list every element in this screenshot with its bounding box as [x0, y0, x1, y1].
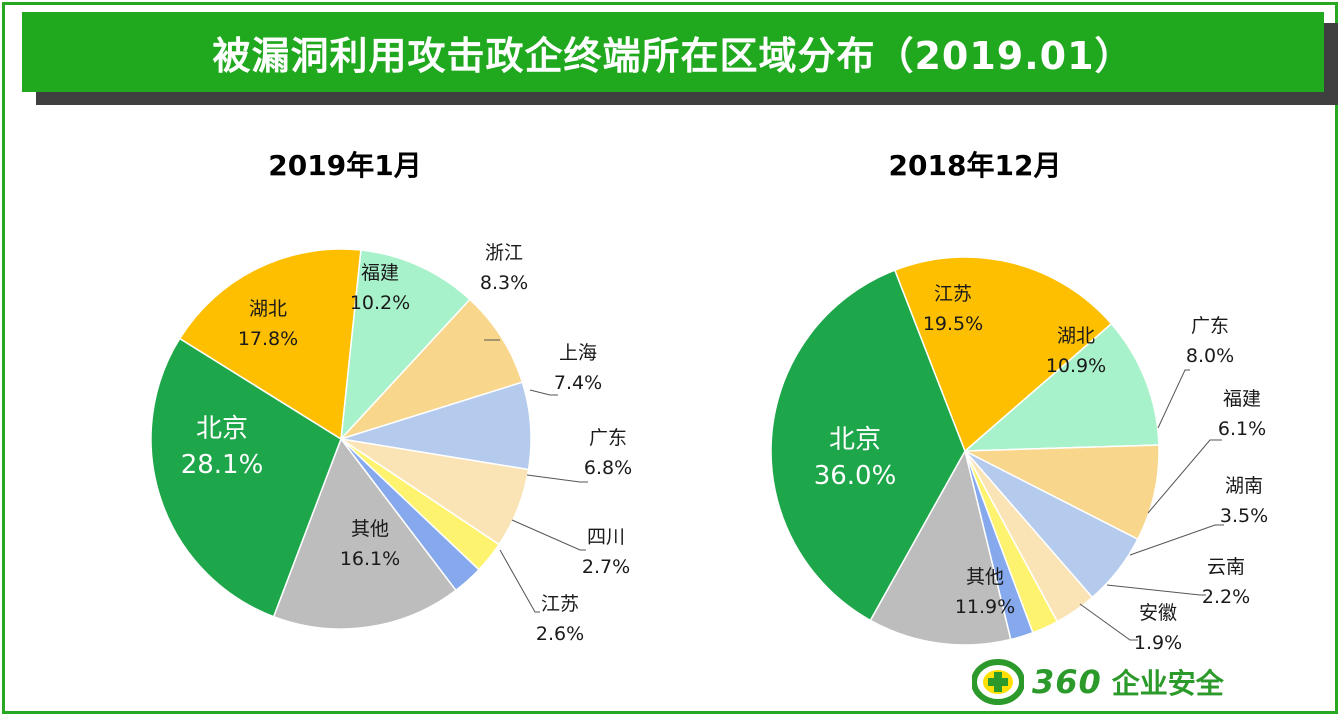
pie-slice — [272, 437, 457, 630]
slice-label: 江苏 — [541, 593, 579, 615]
slice-value: 6.8% — [584, 457, 632, 479]
pie-slice — [178, 248, 362, 441]
logo-number: 360 — [1032, 663, 1102, 701]
slice-label: 其他 — [966, 566, 1004, 588]
leader-line — [529, 389, 558, 396]
slice-label: 福建 — [1223, 388, 1261, 410]
slice-value: 2.6% — [536, 623, 584, 645]
leader-line — [526, 474, 588, 483]
slice-value: 11.9% — [955, 596, 1015, 618]
leader-line — [1079, 603, 1138, 641]
slice-value: 7.4% — [554, 372, 602, 394]
chart-title: 2019年1月 — [268, 149, 421, 182]
logo-360-enterprise-security: 360 企业安全 — [972, 656, 1224, 708]
slice-value: 1.9% — [1134, 632, 1182, 654]
pie-slice — [150, 337, 342, 618]
leader-line — [1129, 524, 1224, 556]
slice-value: 8.0% — [1186, 345, 1234, 367]
slice-label: 其他 — [351, 518, 389, 540]
slice-value: 2.2% — [1202, 586, 1250, 608]
slice-label: 四川 — [587, 526, 625, 548]
pie-slice — [893, 256, 1113, 453]
slice-value: 8.3% — [480, 272, 528, 294]
title-banner: 被漏洞利用攻击政企终端所在区域分布（2019.01） — [22, 12, 1324, 92]
leader-line — [499, 549, 540, 613]
page-title: 被漏洞利用攻击政企终端所在区域分布（2019.01） — [212, 33, 1134, 78]
leader-line — [1157, 369, 1190, 429]
slice-label: 湖南 — [1225, 475, 1263, 497]
pie-slice — [962, 322, 1160, 452]
slice-value: 10.2% — [350, 292, 410, 314]
pie-slice — [338, 298, 524, 441]
slice-value: 28.1% — [181, 450, 264, 480]
slice-label: 北京 — [196, 414, 248, 444]
slice-value: 6.1% — [1218, 418, 1266, 440]
logo-text: 企业安全 — [1111, 667, 1224, 700]
slice-label: 福建 — [361, 262, 399, 284]
slice-value: 17.8% — [238, 328, 298, 350]
slice-value: 10.9% — [1046, 355, 1106, 377]
pie-slice — [770, 269, 966, 622]
slice-label: 安徽 — [1139, 602, 1177, 624]
slice-label: 云南 — [1207, 556, 1245, 578]
slice-value: 3.5% — [1220, 505, 1268, 527]
chart-title: 2018年12月 — [889, 149, 1062, 182]
slice-value: 16.1% — [340, 548, 400, 570]
pie-slice — [340, 249, 471, 442]
slice-label: 上海 — [559, 342, 597, 364]
360-plus-icon — [972, 659, 1024, 705]
slice-label: 广东 — [589, 427, 627, 449]
slice-label: 广东 — [1191, 315, 1229, 337]
leader-line — [511, 519, 586, 551]
leader-line — [1106, 584, 1206, 596]
slice-value: 36.0% — [814, 461, 897, 491]
slice-label: 江苏 — [934, 283, 972, 305]
slice-value: 2.7% — [582, 556, 630, 578]
pie-slice — [964, 444, 1160, 541]
slice-label: 湖北 — [1057, 325, 1095, 347]
leader-line — [1147, 439, 1222, 514]
slice-label: 湖北 — [249, 298, 287, 320]
slice-label: 北京 — [829, 425, 881, 455]
pie-slice — [869, 448, 1012, 646]
slice-label: 浙江 — [485, 242, 523, 264]
slice-value: 19.5% — [923, 313, 983, 335]
